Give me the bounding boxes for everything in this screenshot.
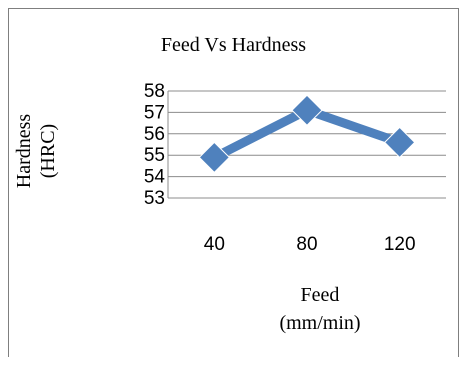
data-point-40 xyxy=(198,141,231,174)
y-tick-label-56: 56 xyxy=(144,124,165,145)
x-tick-label-120: 120 xyxy=(384,234,416,255)
y-tick-label-57: 57 xyxy=(144,102,165,123)
data-point-120 xyxy=(383,126,416,159)
y-tick-label-55: 55 xyxy=(144,145,165,166)
y-tick-label-54: 54 xyxy=(144,167,166,188)
data-point-80 xyxy=(291,94,323,126)
x-axis-label-line2: (mm/min) xyxy=(279,312,361,334)
chart-frame xyxy=(8,8,459,357)
x-axis-label: Feed (mm/min) xyxy=(200,281,440,337)
y-tick-label-53: 53 xyxy=(144,188,165,209)
x-tick-label-40: 40 xyxy=(204,234,225,255)
x-axis-label-line1: Feed xyxy=(300,284,340,306)
chart-title: Feed Vs Hardness xyxy=(160,34,307,56)
y-tick-label-58: 58 xyxy=(144,81,165,102)
x-tick-label-80: 80 xyxy=(296,234,317,255)
